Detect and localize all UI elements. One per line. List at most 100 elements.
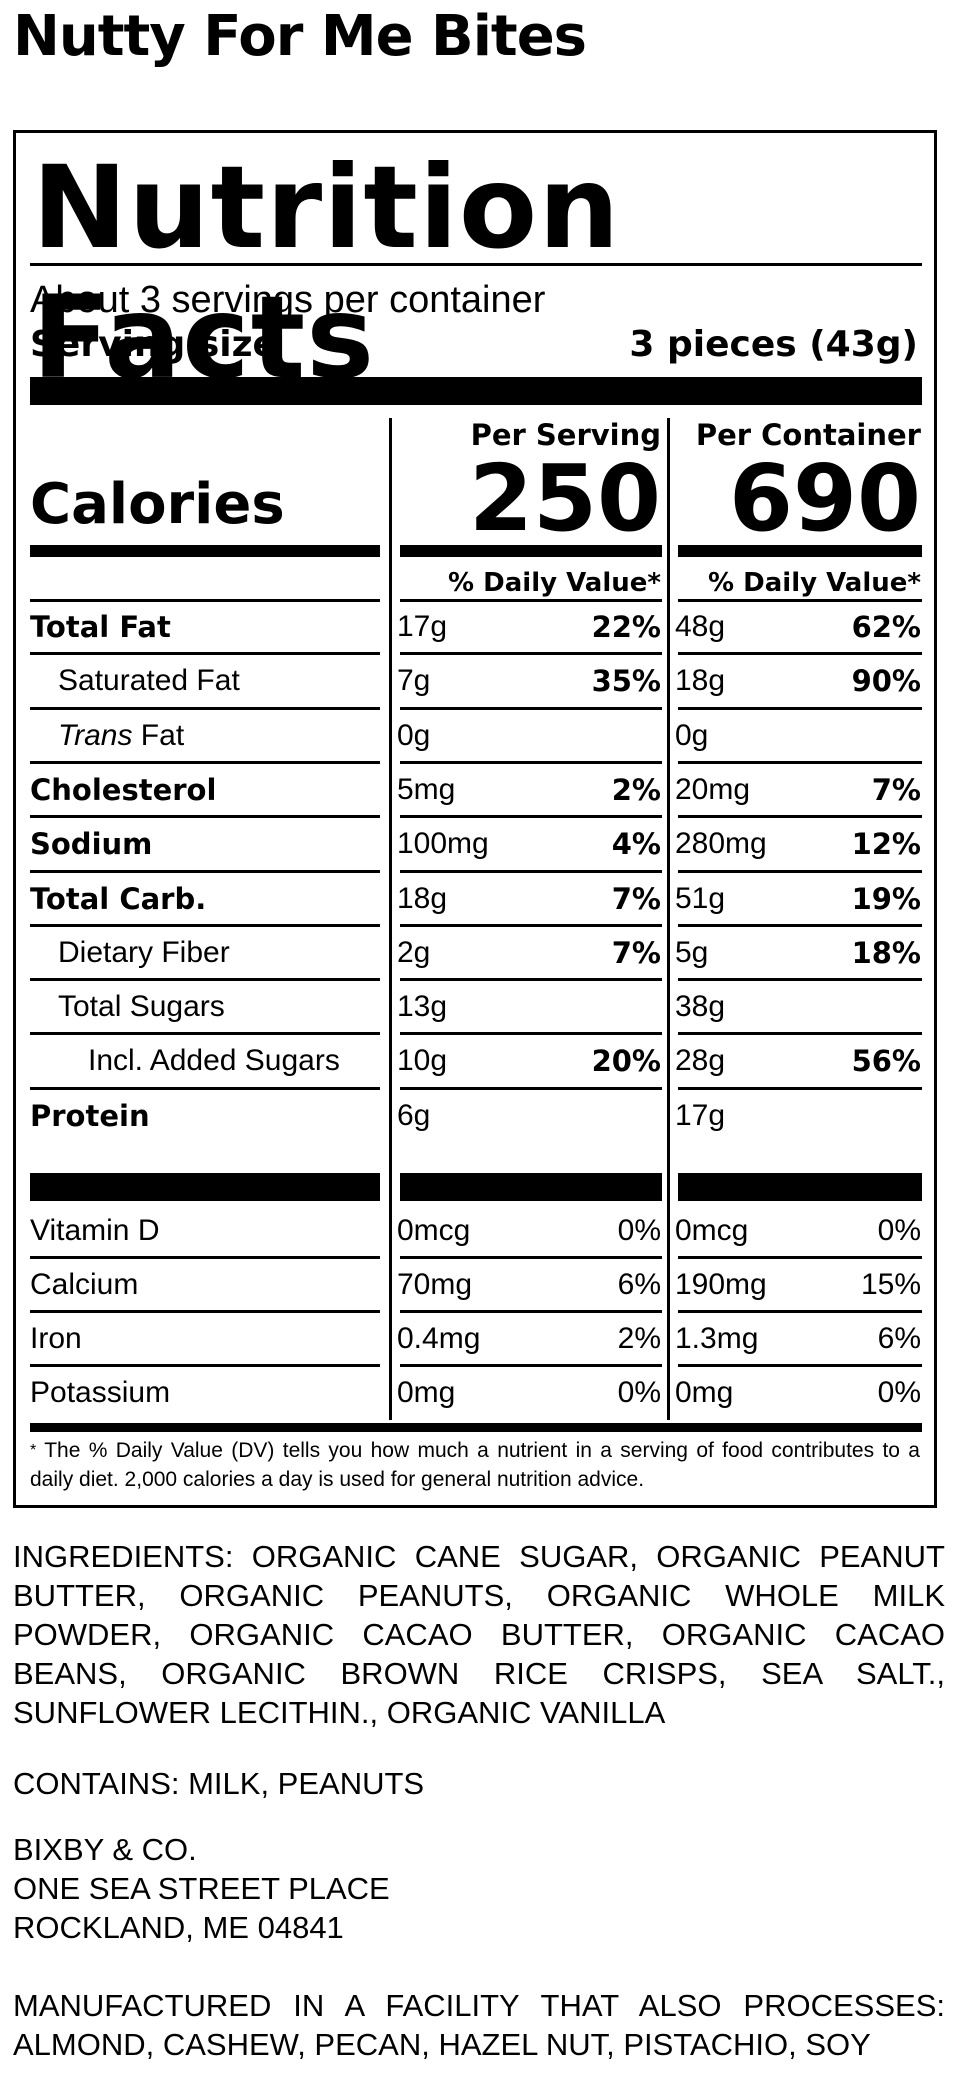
vitamin-rule-serving bbox=[400, 1256, 662, 1259]
nutrient-container-dv: 90% bbox=[851, 664, 921, 699]
nutrient-rule-container bbox=[678, 870, 922, 873]
nutrient-name-text: Fat bbox=[132, 718, 185, 752]
thick-rule-container bbox=[678, 1173, 922, 1201]
product-title: Nutty For Me Bites bbox=[13, 4, 587, 69]
manufacturer-name: BIXBY & CO. bbox=[13, 1832, 197, 1867]
column-divider-serving bbox=[389, 418, 392, 1420]
vitamin-serving-amount: 70mg bbox=[397, 1268, 473, 1301]
nutrient-serving-amount: 5mg bbox=[397, 772, 456, 806]
vitamin-rule-serving bbox=[400, 1364, 662, 1367]
nutrient-container-dv: 18% bbox=[851, 935, 921, 970]
vitamin-rule-label bbox=[30, 1256, 380, 1259]
vitamin-name: Vitamin D bbox=[30, 1214, 160, 1247]
ingredients-list: INGREDIENTS: ORGANIC CANE SUGAR, ORGANIC… bbox=[13, 1539, 945, 1730]
nutrient-container-amount: 0g bbox=[675, 718, 709, 752]
nutrient-rule-serving bbox=[400, 978, 662, 981]
nutrient-container-amount: 17g bbox=[675, 1098, 726, 1132]
nutrient-rule-container bbox=[678, 761, 922, 764]
vitamin-serving-amount: 0.4mg bbox=[397, 1322, 481, 1355]
calories-label: Calories bbox=[30, 472, 285, 537]
nutrient-rule-label bbox=[30, 815, 380, 818]
per-container-header: Per Container bbox=[695, 418, 921, 452]
dv-header-rule-container bbox=[678, 599, 922, 602]
nutrient-rule-label bbox=[30, 1087, 380, 1090]
nutrient-serving-amount: 7g bbox=[397, 664, 431, 698]
daily-value-header-container: % Daily Value* bbox=[708, 568, 921, 598]
nutrient-serving-dv: 7% bbox=[611, 935, 661, 970]
calories-rule-container bbox=[678, 545, 922, 557]
nutrient-name-text: Incl. Added Sugars bbox=[88, 1044, 340, 1078]
nutrient-rule-container bbox=[678, 815, 922, 818]
nutrient-rule-serving bbox=[400, 1087, 662, 1090]
vitamin-container-dv: 0% bbox=[877, 1376, 921, 1409]
nutrient-name: Incl. Added Sugars bbox=[88, 1041, 340, 1081]
nutrient-container-amount: 20mg bbox=[675, 772, 751, 806]
nutrient-name: Total Sugars bbox=[58, 987, 225, 1027]
nutrient-name: Dietary Fiber bbox=[58, 933, 230, 973]
nutrient-serving-amount: 0g bbox=[397, 718, 431, 752]
vitamin-rule-container bbox=[678, 1310, 922, 1313]
nutrient-rule-serving bbox=[400, 761, 662, 764]
nutrient-serving-dv: 22% bbox=[591, 610, 661, 644]
nutrient-name-text: Dietary Fiber bbox=[58, 935, 230, 969]
nutrient-rule-serving bbox=[400, 870, 662, 873]
per-serving-header: Per Serving bbox=[470, 418, 661, 452]
vitamin-name: Iron bbox=[30, 1322, 82, 1355]
calories-rule-serving bbox=[400, 545, 662, 557]
serving-size-label: Serving size bbox=[30, 324, 277, 365]
thick-rule-top bbox=[30, 377, 922, 405]
nutrient-serving-amount: 6g bbox=[397, 1098, 431, 1132]
nutrient-name-text: Saturated Fat bbox=[58, 664, 240, 698]
nutrient-name-text: Total Fat bbox=[30, 610, 171, 644]
nutrient-serving-amount: 2g bbox=[397, 935, 431, 969]
nutrient-serving-dv: 20% bbox=[591, 1044, 661, 1079]
vitamin-serving-dv: 2% bbox=[617, 1322, 661, 1355]
nutrient-container-amount: 48g bbox=[675, 610, 726, 643]
servings-per-container: About 3 servings per container bbox=[30, 279, 546, 321]
nutrient-rule-serving bbox=[400, 707, 662, 710]
vitamin-name: Calcium bbox=[30, 1268, 139, 1301]
column-divider-container bbox=[667, 418, 670, 1420]
nutrient-name: Total Carb. bbox=[30, 879, 206, 919]
nutrient-rule-label bbox=[30, 870, 380, 873]
vitamin-container-amount: 190mg bbox=[675, 1268, 767, 1301]
calories-per-container: 690 bbox=[728, 445, 921, 552]
vitamin-serving-dv: 6% bbox=[617, 1268, 661, 1301]
nutrient-serving-amount: 18g bbox=[397, 881, 448, 915]
vitamin-rule-label bbox=[30, 1364, 380, 1367]
nutrient-name: Trans Fat bbox=[58, 716, 184, 756]
manufacturer-street: ONE SEA STREET PLACE bbox=[13, 1871, 390, 1906]
thick-rule-label bbox=[30, 1173, 380, 1201]
nutrient-rule-label bbox=[30, 761, 380, 764]
nutrient-rule-container bbox=[678, 978, 922, 981]
nutrient-rule-label bbox=[30, 924, 380, 927]
allergen-contains: CONTAINS: MILK, PEANUTS bbox=[13, 1766, 425, 1801]
nutrient-container-amount: 38g bbox=[675, 990, 726, 1024]
calories-per-serving: 250 bbox=[468, 445, 661, 552]
nutrient-rule-label bbox=[30, 707, 380, 710]
nutrient-rule-container bbox=[678, 652, 922, 655]
vitamin-rule-label bbox=[30, 1310, 380, 1313]
nutrient-serving-amount: 10g bbox=[397, 1044, 448, 1078]
vitamin-container-amount: 0mg bbox=[675, 1376, 734, 1409]
nutrient-serving-dv: 35% bbox=[591, 664, 661, 699]
vitamin-serving-dv: 0% bbox=[617, 1376, 661, 1409]
nutrient-rule-label bbox=[30, 978, 380, 981]
nutrient-container-amount: 5g bbox=[675, 935, 709, 969]
dv-header-rule-serving bbox=[400, 599, 662, 602]
nutrient-name-text: Sodium bbox=[30, 827, 153, 862]
nutrient-name: Protein bbox=[30, 1096, 150, 1136]
nutrient-container-dv: 7% bbox=[871, 772, 921, 807]
vitamin-container-dv: 0% bbox=[877, 1214, 921, 1247]
nutrition-facts-panel: Nutrition Facts About 3 servings per con… bbox=[13, 130, 937, 1508]
calories-rule-label bbox=[30, 545, 380, 557]
vitamin-container-dv: 6% bbox=[877, 1322, 921, 1355]
nutrient-rule-serving bbox=[400, 924, 662, 927]
nutrient-serving-amount: 17g bbox=[397, 610, 448, 643]
nutrient-rule-label bbox=[30, 652, 380, 655]
footnote-text: The % Daily Value (DV) tells you how muc… bbox=[30, 1439, 920, 1491]
vitamin-serving-amount: 0mcg bbox=[397, 1214, 471, 1247]
vitamin-serving-dv: 0% bbox=[617, 1214, 661, 1247]
nutrient-rule-serving bbox=[400, 652, 662, 655]
vitamin-rule-container bbox=[678, 1364, 922, 1367]
